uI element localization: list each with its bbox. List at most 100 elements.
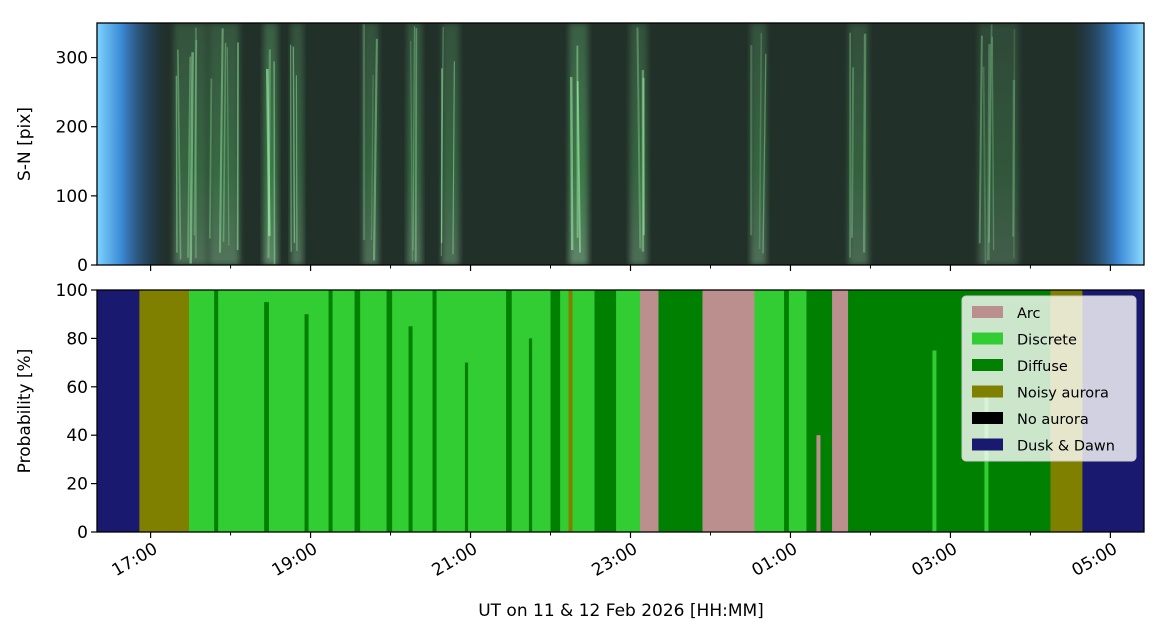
prob-ytick-label: 20 <box>66 475 88 495</box>
keogram-aurora-bands <box>173 23 1019 265</box>
aurora-streak-7-2 <box>576 81 581 253</box>
prob-interval-16 <box>832 290 849 532</box>
aurora-band-8 <box>629 23 648 265</box>
aurora-streak-5-2 <box>414 28 418 262</box>
probability-y-label: Probability [%] <box>15 349 35 474</box>
prob-stripe-5 <box>432 290 437 532</box>
aurora-streak-5-1 <box>410 40 414 261</box>
aurora-streak-8-1 <box>636 27 642 249</box>
legend-swatch-diffuse <box>972 359 1003 371</box>
prob-stripe-0 <box>214 290 219 532</box>
aurora-streak-7-1 <box>569 76 574 251</box>
aurora-band-5 <box>407 23 422 265</box>
probability-frame <box>96 289 1145 533</box>
aurora-streak-1-3 <box>218 28 224 253</box>
prob-stripe-2 <box>304 314 309 532</box>
aurora-streak-5-0 <box>412 26 416 251</box>
aurora-streak-0-3 <box>189 52 194 264</box>
probability-x-axis: 17:00 19:00 21:00 23:00 01:00 03:00 05:00 <box>109 532 1121 581</box>
aurora-streak-11-6 <box>987 44 991 261</box>
legend-swatch-dusk-dawn <box>972 438 1003 451</box>
prob-ytick-label: 80 <box>66 329 88 349</box>
legend-label: Noisy aurora <box>1017 386 1109 402</box>
prob-interval-11 <box>640 290 660 532</box>
aurora-streak-4-1 <box>370 75 374 241</box>
aurora-streak-0-0 <box>187 56 192 258</box>
prob-stripe-7 <box>506 290 512 532</box>
prob-interval-6 <box>392 290 552 532</box>
prob-interval-14 <box>754 290 808 532</box>
aurora-streak-6-2 <box>440 27 444 256</box>
keogram-dawn-twilight <box>1072 23 1144 265</box>
prob-interval-0 <box>97 290 140 532</box>
keogram-ytick-label: 200 <box>56 118 88 138</box>
prob-xtick-label: 23:00 <box>589 539 641 581</box>
prob-stripe-3 <box>328 290 333 532</box>
prob-stripe-9 <box>568 290 573 532</box>
aurora-streak-9-1 <box>758 33 763 250</box>
aurora-band-3 <box>290 23 304 265</box>
aurora-streak-11-0 <box>988 24 993 243</box>
prob-stripe-4 <box>408 326 413 532</box>
aurora-band-11 <box>978 23 1019 265</box>
aurora-streak-0-1 <box>175 75 178 253</box>
aurora-streak-11-4 <box>1012 79 1016 237</box>
aurora-streak-0-5 <box>193 39 198 236</box>
prob-interval-4 <box>360 290 388 532</box>
aurora-streak-3-1 <box>290 44 292 252</box>
keogram-dusk-twilight <box>97 23 167 265</box>
prob-interval-5 <box>386 290 393 532</box>
prob-stripe-1 <box>264 302 269 532</box>
prob-stripe-12 <box>932 350 937 532</box>
prob-stripe-6 <box>464 362 469 532</box>
prob-ytick-label: 0 <box>77 523 88 543</box>
prob-interval-10 <box>616 290 641 532</box>
prob-stripe-10 <box>784 290 789 532</box>
aurora-streak-1-2 <box>226 47 230 246</box>
aurora-streak-11-2 <box>982 66 987 265</box>
legend-label: Arc <box>1017 306 1041 322</box>
legend-box <box>961 295 1137 462</box>
prob-xtick-label: 19:00 <box>269 539 321 581</box>
aurora-streak-11-5 <box>978 35 983 244</box>
prob-interval-3 <box>354 290 361 532</box>
keogram-panel: 0 100 200 300 S-N [pix] <box>15 22 1145 276</box>
probability-y-axis: 0 20 40 60 80 100 <box>56 281 97 543</box>
keogram-y-label: S-N [pix] <box>15 107 35 181</box>
aurora-streak-10-0 <box>850 67 855 238</box>
prob-interval-8 <box>560 290 596 532</box>
prob-xtick-label: 01:00 <box>749 539 801 581</box>
prob-interval-7 <box>550 290 561 532</box>
keogram-ytick-label: 0 <box>77 256 88 276</box>
legend-label: Discrete <box>1017 333 1077 349</box>
prob-xtick-label: 21:00 <box>429 539 481 581</box>
aurora-band-0 <box>173 23 208 265</box>
legend-label: Diffuse <box>1017 359 1068 375</box>
aurora-streak-0-4 <box>177 49 182 260</box>
keogram-y-axis: 0 100 200 300 <box>56 49 97 276</box>
aurora-streak-9-2 <box>762 53 767 254</box>
aurora-band-6 <box>441 23 460 265</box>
aurora-band-9 <box>750 23 767 265</box>
prob-interval-12 <box>658 290 704 532</box>
aurora-streak-1-0 <box>222 42 227 242</box>
aurora-band-10 <box>848 23 869 265</box>
legend-swatch-arc <box>972 306 1003 318</box>
legend-swatch-noisy-aurora <box>972 385 1003 398</box>
prob-ytick-label: 40 <box>66 426 88 446</box>
legend-swatch-discrete <box>972 332 1003 345</box>
prob-xtick-label: 03:00 <box>909 539 961 581</box>
aurora-band-4 <box>362 23 379 265</box>
prob-xtick-label: 05:00 <box>1068 539 1120 581</box>
keogram-ytick-label: 300 <box>56 49 88 69</box>
keogram-ytick-label: 100 <box>56 187 88 207</box>
prob-interval-1 <box>139 290 190 532</box>
prob-interval-9 <box>594 290 617 532</box>
keogram-x-ticks <box>149 265 1112 271</box>
prob-ytick-label: 100 <box>56 281 88 301</box>
prob-stripe-11 <box>816 435 821 532</box>
prob-interval-13 <box>702 290 756 532</box>
prob-xtick-label: 17:00 <box>109 539 161 581</box>
keogram-frame <box>96 22 1145 266</box>
